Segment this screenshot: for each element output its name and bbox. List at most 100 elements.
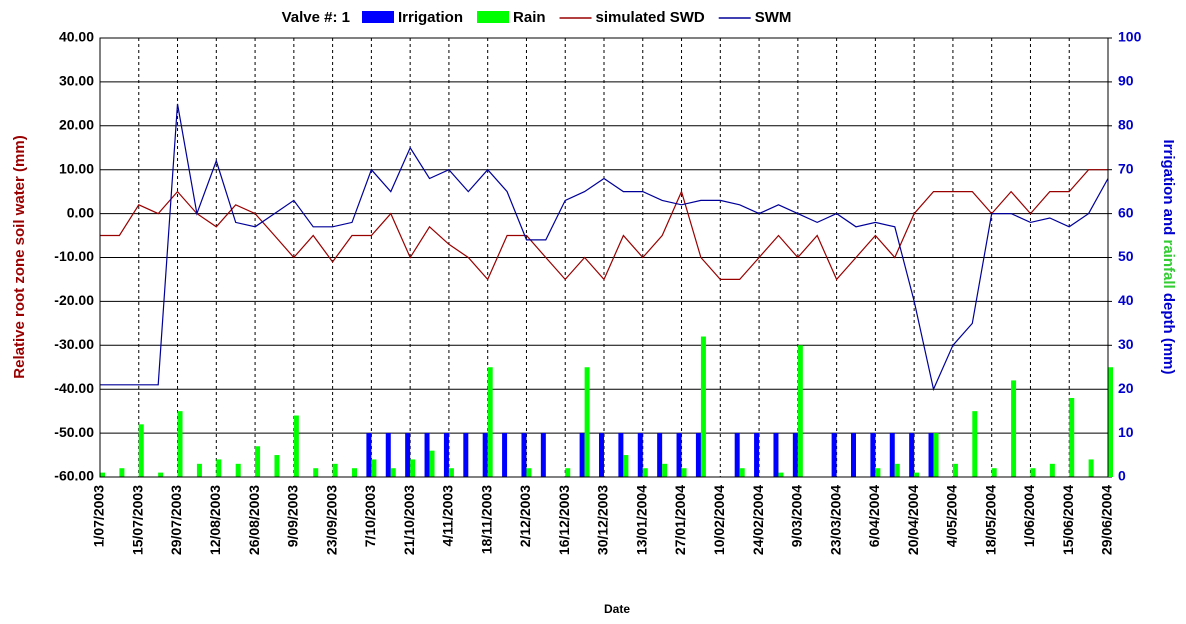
bar [618, 433, 624, 477]
x-tick-label: 23/09/2003 [323, 485, 339, 555]
x-tick-label: 4/11/2003 [440, 485, 456, 547]
line [100, 169, 1108, 281]
y2-tick-label: 30 [1118, 336, 1134, 352]
y2-axis-label: Irrigation and rainfall depth (mm) [1160, 139, 1177, 374]
bar [778, 472, 784, 477]
bar [158, 472, 164, 477]
bar [255, 446, 261, 477]
x-axis-label: Date [604, 602, 630, 616]
y-tick-label: -20.00 [54, 292, 94, 308]
bar [540, 433, 546, 477]
bar [390, 468, 396, 477]
bar [526, 468, 532, 477]
bar [1030, 468, 1036, 477]
bar [463, 433, 469, 477]
x-tick-label: 16/12/2003 [556, 485, 572, 555]
bar [1088, 459, 1094, 477]
bar [657, 433, 663, 477]
x-tick-label: 27/01/2004 [672, 485, 688, 555]
bar [1049, 463, 1055, 477]
bar [1011, 380, 1017, 477]
x-tick-label: 1/07/2003 [91, 485, 107, 547]
bar [405, 433, 411, 477]
bar [216, 459, 222, 477]
bar [894, 463, 900, 477]
x-tick-label: 13/01/2004 [633, 485, 649, 555]
legend-label: simulated SWD [596, 9, 705, 26]
y2-tick-label: 0 [1118, 468, 1126, 484]
legend-label: SWM [755, 9, 792, 26]
bar [695, 433, 701, 477]
plot-border [99, 37, 1109, 478]
bar [792, 433, 798, 477]
bar [972, 411, 978, 477]
bar [797, 345, 803, 477]
bar [177, 411, 183, 477]
x-tick-label: 12/08/2003 [207, 485, 223, 555]
bar [676, 433, 682, 477]
y-tick-label: 40.00 [59, 29, 94, 45]
legend-swatch [477, 11, 510, 23]
bar [662, 463, 668, 477]
bar [831, 433, 837, 477]
y-tick-label: -60.00 [54, 468, 94, 484]
y-tick-label: 30.00 [59, 73, 94, 89]
bar [599, 433, 604, 477]
x-tick-label: 23/03/2004 [827, 485, 843, 555]
x-tick-label: 24/02/2004 [750, 485, 766, 555]
x-tick-label: 7/10/2003 [362, 485, 378, 547]
legend-label: Rain [513, 9, 546, 26]
bar [274, 455, 280, 477]
line [100, 103, 1109, 392]
bar [734, 433, 740, 477]
x-tick-label: 6/04/2004 [866, 485, 882, 547]
bar [870, 433, 876, 477]
bar [119, 468, 125, 477]
y-axis-label: Relative root zone soil water (mm) [11, 135, 28, 378]
bar [933, 433, 939, 477]
bar [482, 433, 488, 477]
bar [196, 463, 202, 477]
bar [773, 433, 779, 477]
bar [851, 433, 856, 477]
bar [100, 472, 105, 477]
bar [366, 433, 372, 477]
x-tick-label: 15/06/2004 [1060, 485, 1076, 555]
bar [739, 468, 745, 477]
bar [909, 433, 915, 477]
bar [410, 459, 416, 477]
y2-tick-label: 50 [1118, 248, 1134, 264]
x-tick-label: 4/05/2004 [944, 485, 960, 547]
x-tick-label: 21/10/2003 [401, 485, 417, 555]
x-tick-label: 26/08/2003 [246, 485, 262, 555]
legend-swatch [362, 11, 394, 23]
bar [875, 468, 881, 477]
x-tick-label: 18/11/2003 [478, 485, 494, 555]
bar [565, 468, 571, 477]
y2-axis-label-part: rainfall [1160, 240, 1177, 289]
x-tick-label: 20/04/2004 [905, 485, 921, 555]
y2-axis-label-part: depth (mm) [1160, 289, 1177, 375]
y2-axis-label-part: Irrigation and [1160, 139, 1177, 239]
x-tick-label: 29/06/2004 [1099, 485, 1115, 555]
x-tick-label: 18/05/2004 [982, 485, 998, 555]
bar [502, 433, 508, 477]
bar [1108, 367, 1113, 477]
x-tick-label: 29/07/2003 [168, 485, 184, 555]
y-tick-label: -30.00 [54, 336, 94, 352]
y2-tick-label: 40 [1118, 292, 1134, 308]
bar [579, 433, 585, 477]
bar [293, 415, 299, 477]
bar [352, 468, 357, 477]
y2-tick-label: 20 [1118, 380, 1134, 396]
y2-tick-label: 80 [1118, 117, 1134, 133]
bar [371, 459, 377, 477]
bar [521, 433, 527, 477]
legend-label: Irrigation [398, 9, 463, 26]
bar [700, 336, 706, 477]
bar [1069, 397, 1075, 477]
bar [928, 433, 934, 477]
bar [991, 468, 997, 477]
bar [681, 468, 687, 477]
